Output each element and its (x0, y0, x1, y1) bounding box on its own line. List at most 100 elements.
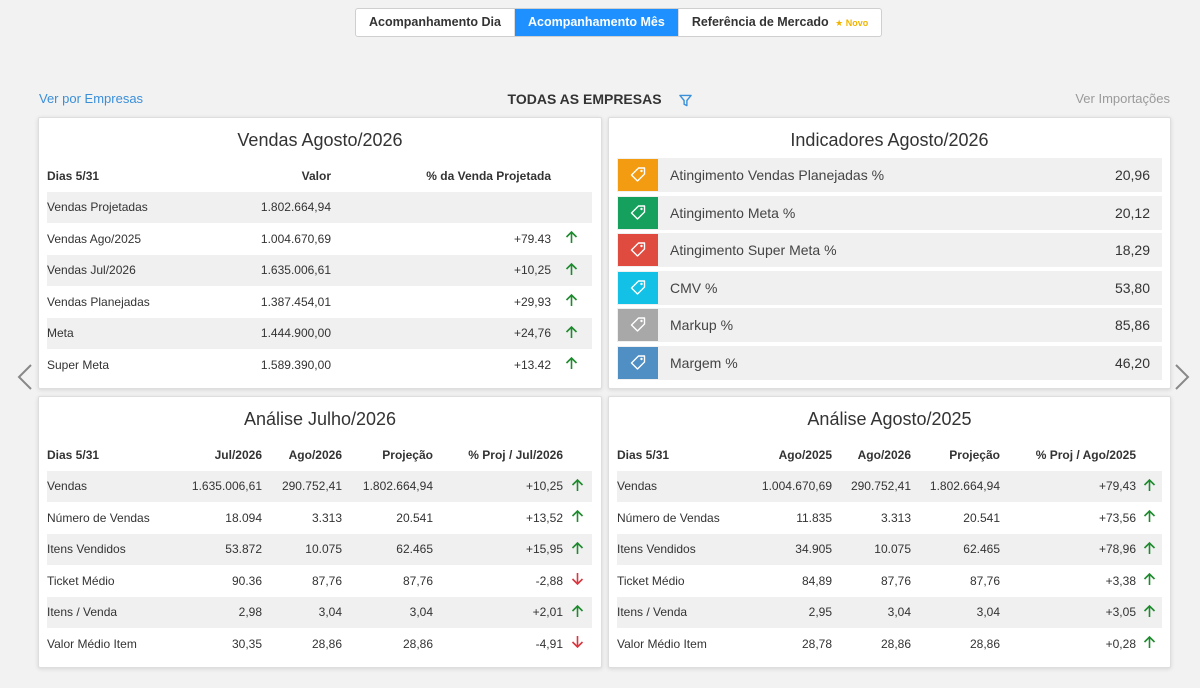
analise-agosto-table: Dias 5/31 Ago/2025 Ago/2026 Projeção % P… (617, 439, 1162, 660)
row-label: Ticket Médio (47, 573, 115, 588)
col-header: % Proj / Jul/2026 (468, 447, 563, 462)
col-header: Projeção (949, 447, 1000, 462)
table-row: Vendas Planejadas 1.387.454,01 +29,93 (47, 286, 592, 318)
tab-referencia-mercado[interactable]: Referência de Mercado ★ Novo (677, 9, 881, 36)
trend-up-icon (565, 231, 578, 247)
cell-valor: 1.387.454,01 (260, 294, 331, 309)
novo-badge-label: Novo (845, 18, 869, 28)
row-label: Valor Médio Item (47, 636, 137, 651)
cell-c1: 2,98 (169, 596, 262, 628)
row-label: Itens / Venda (617, 596, 739, 628)
indicator-row: CMV % 53,80 (617, 270, 1162, 305)
col-header: % Proj / Ago/2025 (1035, 447, 1136, 462)
filter-icon[interactable] (679, 94, 693, 110)
indicator-label: Atingimento Vendas Planejadas % (670, 167, 885, 183)
cell-c2: 10.075 (262, 533, 342, 565)
row-label: Vendas (617, 470, 739, 502)
tag-icon (618, 309, 658, 341)
table-row: Vendas Projetadas 1.802.664,94 (47, 191, 592, 223)
trend-up-icon (571, 478, 584, 495)
indicator-row: Atingimento Meta % 20,12 (617, 195, 1162, 230)
indicadores-title: Indicadores Agosto/2026 (790, 130, 989, 150)
vendas-title: Vendas Agosto/2026 (237, 130, 403, 150)
indicator-row: Margem % 46,20 (617, 345, 1162, 380)
cell-c2: 28,86 (311, 636, 342, 651)
table-row: Itens Vendidos 34.905 10.075 62.465 +78,96 (617, 533, 1162, 565)
cell-c1: 1.635.006,61 (169, 470, 262, 502)
cell-c3: 62.465 (342, 533, 433, 565)
ver-por-empresas-link[interactable]: Ver por Empresas (39, 91, 144, 106)
cell-valor: 1.635.006,61 (197, 254, 331, 286)
indicator-value: 20,12 (1114, 204, 1150, 221)
page-title-text: TODAS AS EMPRESAS (507, 91, 662, 107)
trend-up-icon (1143, 636, 1156, 652)
cell-c3: 62.465 (911, 533, 1000, 565)
trend-up-icon (565, 357, 578, 373)
tab-acompanhamento-dia[interactable]: Acompanhamento Dia (369, 15, 501, 29)
tab-acompanhamento-mes[interactable]: Acompanhamento Mês (513, 9, 678, 36)
row-label: Número de Vendas (47, 510, 150, 525)
tag-icon (618, 234, 658, 266)
cell-valor: 1.004.670,69 (260, 231, 331, 246)
row-label: Número de Vendas (617, 510, 720, 525)
cell-pct: -2,88 (535, 573, 563, 588)
row-label: Itens Vendidos (617, 533, 739, 565)
cell-pct: -4,91 (535, 636, 563, 651)
cell-pct: +73,56 (1098, 510, 1136, 525)
prev-arrow-icon[interactable] (15, 362, 35, 397)
analise-julho-header-row: Dias 5/31 Jul/2026 Ago/2026 Projeção % P… (47, 439, 592, 471)
table-row: Número de Vendas 18.094 3.313 20.541 +13,52 (47, 502, 592, 534)
next-arrow-icon[interactable] (1172, 362, 1192, 397)
cell-c1: 1.004.670,69 (739, 470, 832, 502)
indicator-value: 20,96 (1114, 167, 1150, 183)
row-label: Vendas Jul/2026 (47, 254, 197, 286)
tab-bar: Acompanhamento Dia Acompanhamento Mês Re… (355, 8, 883, 37)
indicator-label: CMV % (670, 279, 718, 296)
row-label: Vendas Ago/2025 (47, 231, 142, 246)
row-label: Vendas Projetadas (47, 191, 197, 223)
col-header: Dias 5/31 (617, 447, 670, 462)
indicator-label: Atingimento Meta % (670, 204, 796, 221)
cell-c2: 87,76 (880, 573, 911, 588)
row-label: Itens / Venda (47, 596, 169, 628)
indicadores-card: Indicadores Agosto/2026 Atingimento Vend… (608, 117, 1171, 389)
cell-pct: +10,25 (331, 254, 551, 286)
analise-julho-card: Análise Julho/2026 Dias 5/31 Jul/2026 Ag… (38, 396, 602, 668)
col-header: Valor (301, 168, 331, 183)
cell-c3: 28,86 (402, 636, 433, 651)
cell-c2: 28,86 (880, 636, 911, 651)
trend-up-icon (565, 294, 578, 310)
col-header: Ago/2026 (857, 447, 911, 462)
row-label: Super Meta (47, 357, 110, 372)
cell-pct: +29,93 (513, 294, 551, 309)
col-header: Jul/2026 (214, 447, 262, 462)
row-label: Meta (47, 317, 197, 349)
cell-c3: 1.802.664,94 (911, 470, 1000, 502)
trend-up-icon (1143, 604, 1156, 621)
vendas-table: Dias 5/31 Valor % da Venda Projetada Ven… (47, 160, 592, 381)
cell-pct: +3,38 (1105, 573, 1136, 588)
table-row: Super Meta 1.589.390,00 +13.42 (47, 349, 592, 381)
row-label: Itens Vendidos (47, 533, 169, 565)
cell-c2: 3.313 (880, 510, 911, 525)
cell-c3: 87,76 (969, 573, 1000, 588)
tag-icon (618, 159, 658, 191)
indicator-row: Atingimento Super Meta % 18,29 (617, 233, 1162, 267)
col-header: Projeção (382, 447, 433, 462)
tag-icon (618, 346, 658, 379)
cell-pct: +79,43 (1000, 470, 1136, 502)
cell-c3: 20.541 (396, 510, 433, 525)
ver-importacoes-link[interactable]: Ver Importações (1075, 91, 1170, 106)
cell-c2: 3.313 (311, 510, 342, 525)
cell-c3: 3,04 (911, 596, 1000, 628)
page-title: TODAS AS EMPRESAS (0, 91, 1200, 110)
row-label: Vendas (47, 470, 169, 502)
analise-agosto-card: Análise Agosto/2025 Dias 5/31 Ago/2025 A… (608, 396, 1171, 668)
cell-c2: 3,04 (832, 596, 911, 628)
indicator-value: 46,20 (1114, 354, 1150, 371)
table-row: Itens / Venda 2,95 3,04 3,04 +3,05 (617, 596, 1162, 628)
table-row: Meta 1.444.900,00 +24,76 (47, 317, 592, 349)
cell-c3: 87,76 (402, 573, 433, 588)
analise-julho-table: Dias 5/31 Jul/2026 Ago/2026 Projeção % P… (47, 439, 592, 660)
table-row: Vendas 1.635.006,61 290.752,41 1.802.664,94… (47, 470, 592, 502)
